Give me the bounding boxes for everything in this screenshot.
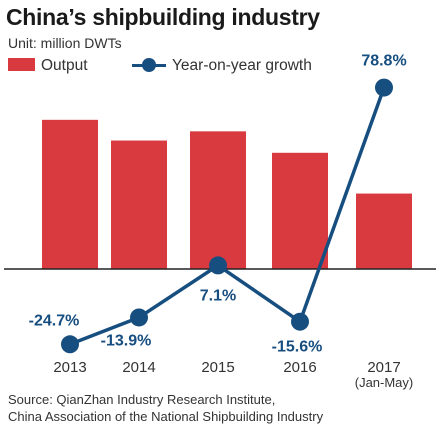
source-line-2: China Association of the National Shipbu… (8, 409, 324, 424)
output-value-label-2017: 22.93 (364, 173, 404, 190)
output-bar-2017 (356, 193, 412, 269)
growth-value-label-2016: -15.6% (272, 339, 323, 356)
legend-growth-label: Year-on-year growth (172, 57, 312, 74)
growth-point-2017 (375, 78, 393, 97)
x-tick-sublabel-2017: (Jan-May) (355, 375, 414, 390)
chart-plot: 45.34 39.05 41.84 35.32 22.93 -24.7% -13.9% 7.1… (4, 53, 436, 390)
output-bar-2013 (42, 119, 98, 270)
growth-point-2015 (209, 256, 227, 275)
output-bar-2015 (190, 131, 246, 269)
x-tick-label-2017: 2017 (367, 359, 400, 376)
output-bar-2014 (111, 140, 167, 269)
output-value-label-2016: 35.32 (280, 132, 320, 149)
growth-value-label-2015: 7.1% (200, 287, 236, 304)
growth-point-2016 (291, 312, 309, 331)
growth-point-2013 (61, 335, 79, 354)
x-tick-label-2016: 2016 (283, 359, 316, 376)
legend-growth: Year-on-year growth (132, 57, 312, 75)
growth-value-label-2017: 78.8% (361, 53, 406, 70)
source-line-1: Source: QianZhan Industry Research Insti… (8, 392, 276, 407)
growth-value-label-2013: -24.7% (29, 312, 80, 329)
output-bar-2016 (272, 152, 328, 269)
output-value-label-2015: 41.84 (198, 110, 238, 127)
growth-swatch (132, 58, 166, 72)
legend-output: Output (8, 57, 88, 75)
output-value-label-2014: 39.05 (119, 120, 159, 137)
growth-value-label-2014: -13.9% (101, 332, 152, 349)
source-note: Source: QianZhan Industry Research Insti… (8, 391, 323, 425)
x-tick-label-2013: 2013 (53, 359, 86, 376)
x-tick-label-2014: 2014 (122, 359, 155, 376)
output-value-label-2013: 45.34 (50, 99, 90, 116)
x-tick-label-2015: 2015 (201, 359, 234, 376)
growth-point-2014 (130, 308, 148, 327)
chart-title: China’s shipbuilding industry (6, 4, 320, 30)
output-swatch (8, 58, 35, 71)
legend-output-label: Output (41, 57, 88, 74)
unit-label: Unit: million DWTs (8, 35, 122, 51)
